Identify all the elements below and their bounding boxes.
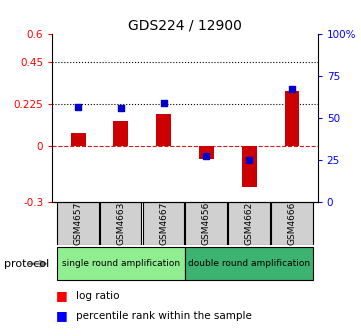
Title: GDS224 / 12900: GDS224 / 12900 <box>128 18 242 33</box>
Point <box>289 86 295 92</box>
Bar <box>70 132 86 145</box>
Point <box>246 158 252 163</box>
Text: ■: ■ <box>56 309 68 322</box>
Bar <box>284 90 300 145</box>
Text: percentile rank within the sample: percentile rank within the sample <box>76 311 252 321</box>
Point <box>161 101 166 106</box>
Text: double round amplification: double round amplification <box>188 259 310 268</box>
Bar <box>156 114 171 145</box>
Bar <box>143 202 184 245</box>
Bar <box>242 145 257 187</box>
Text: single round amplification: single round amplification <box>62 259 180 268</box>
Bar <box>228 202 270 245</box>
Text: ■: ■ <box>56 289 68 302</box>
Bar <box>57 247 185 280</box>
Bar <box>185 247 313 280</box>
Text: log ratio: log ratio <box>76 291 119 301</box>
Bar <box>186 202 227 245</box>
Point <box>75 104 81 110</box>
Text: GSM4657: GSM4657 <box>74 202 83 245</box>
Point <box>118 106 124 111</box>
Text: GSM4662: GSM4662 <box>245 202 254 245</box>
Point <box>204 154 209 159</box>
Bar <box>113 121 128 145</box>
Bar <box>100 202 142 245</box>
Text: GSM4666: GSM4666 <box>287 202 296 245</box>
Text: protocol: protocol <box>4 259 49 269</box>
Bar <box>199 145 214 159</box>
Text: GSM4667: GSM4667 <box>159 202 168 245</box>
Text: GSM4663: GSM4663 <box>116 202 125 245</box>
Bar <box>57 202 99 245</box>
Bar <box>271 202 313 245</box>
Text: GSM4656: GSM4656 <box>202 202 211 245</box>
